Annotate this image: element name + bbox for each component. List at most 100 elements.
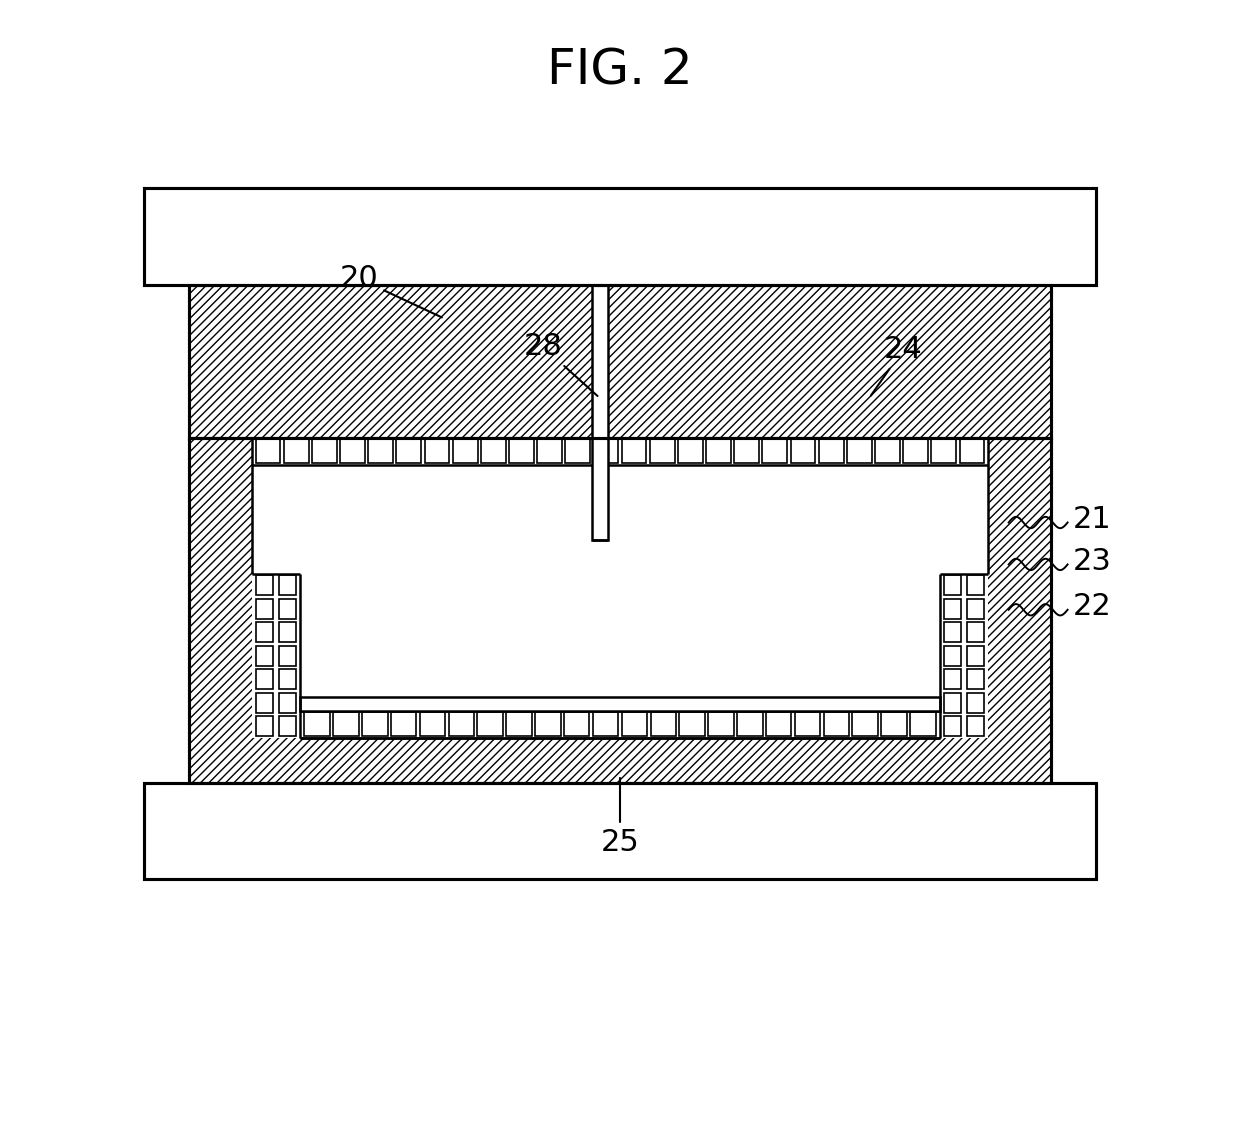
Bar [279, 599, 296, 618]
Bar [255, 599, 274, 618]
Bar [706, 439, 730, 463]
Bar [255, 646, 274, 665]
Bar [621, 712, 647, 736]
Bar [966, 646, 985, 665]
Bar [300, 465, 940, 697]
Bar [818, 439, 843, 463]
Bar [591, 188, 608, 539]
Bar [708, 712, 734, 736]
Bar [252, 437, 988, 465]
Bar [255, 669, 274, 689]
Bar [279, 575, 296, 595]
Bar [591, 284, 608, 437]
Bar [847, 439, 872, 463]
Bar [537, 439, 562, 463]
Bar [279, 622, 296, 642]
Bar [680, 712, 704, 736]
Bar [651, 712, 676, 736]
Bar [255, 575, 274, 595]
Bar [391, 712, 417, 736]
Bar [678, 439, 703, 463]
Bar [190, 284, 1050, 437]
Bar [737, 712, 763, 736]
Bar [397, 439, 422, 463]
Bar [362, 712, 388, 736]
Bar [944, 669, 961, 689]
Bar [621, 439, 646, 463]
Bar [910, 712, 935, 736]
Bar [944, 716, 961, 736]
Bar [279, 716, 296, 736]
Bar [823, 712, 849, 736]
Bar [852, 712, 878, 736]
Bar [334, 712, 358, 736]
Bar [300, 711, 940, 738]
Bar [944, 575, 961, 595]
Text: 20: 20 [340, 265, 441, 318]
Bar [144, 188, 1096, 284]
Bar [255, 439, 280, 463]
Bar [300, 697, 940, 711]
Bar [420, 712, 445, 736]
Bar [966, 622, 985, 642]
Bar [279, 669, 296, 689]
Bar [481, 439, 506, 463]
Bar [594, 439, 619, 463]
Bar [510, 439, 534, 463]
Bar [453, 439, 477, 463]
Text: FIG. 2: FIG. 2 [547, 47, 693, 94]
Bar [340, 439, 365, 463]
Bar [255, 622, 274, 642]
Bar [255, 716, 274, 736]
Bar [966, 693, 985, 712]
Bar [875, 439, 900, 463]
Bar [960, 439, 985, 463]
Bar [190, 437, 1050, 783]
Text: 24: 24 [870, 335, 923, 396]
Bar [536, 712, 560, 736]
Text: 28: 28 [523, 333, 598, 396]
Bar [795, 712, 820, 736]
Bar [506, 712, 532, 736]
Bar [449, 712, 474, 736]
Bar [564, 712, 589, 736]
Polygon shape [252, 437, 988, 738]
Bar [424, 439, 449, 463]
Bar [565, 439, 590, 463]
Bar [279, 693, 296, 712]
Bar [766, 712, 791, 736]
Bar [734, 439, 759, 463]
Bar [791, 439, 816, 463]
Bar [368, 439, 393, 463]
Bar [252, 574, 300, 738]
Bar [903, 439, 928, 463]
Bar [650, 439, 675, 463]
Bar [966, 669, 985, 689]
Bar [190, 284, 1050, 437]
Bar [144, 783, 1096, 880]
Bar [944, 646, 961, 665]
Bar [966, 716, 985, 736]
Bar [144, 783, 1096, 880]
Bar [305, 712, 330, 736]
Bar [944, 622, 961, 642]
Bar [190, 437, 1050, 783]
Bar [882, 712, 906, 736]
Bar [255, 693, 274, 712]
Text: 23: 23 [1074, 546, 1112, 576]
Bar [312, 439, 337, 463]
Text: 21: 21 [1074, 505, 1112, 533]
Bar [279, 646, 296, 665]
Bar [593, 712, 619, 736]
Text: 25: 25 [600, 778, 640, 857]
Bar [940, 574, 988, 738]
Text: 22: 22 [1074, 592, 1112, 621]
Bar [931, 439, 956, 463]
Bar [284, 439, 309, 463]
Bar [477, 712, 503, 736]
Bar [763, 439, 787, 463]
Bar [944, 693, 961, 712]
Bar [944, 599, 961, 618]
Bar [966, 575, 985, 595]
Bar [966, 599, 985, 618]
